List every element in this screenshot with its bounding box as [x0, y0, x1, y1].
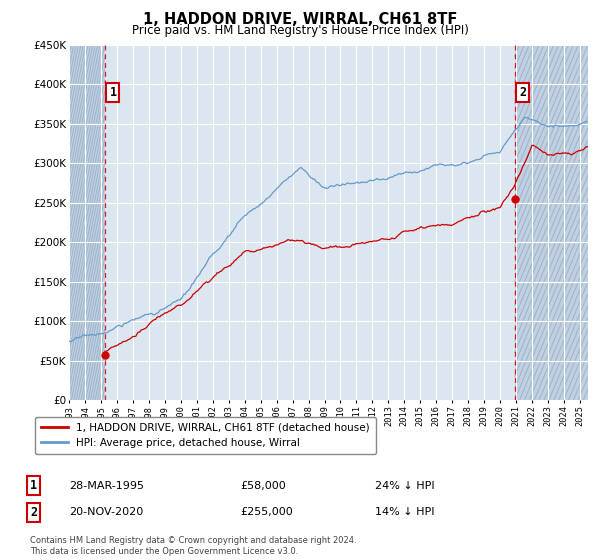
Text: 2: 2	[520, 86, 526, 99]
Text: 1, HADDON DRIVE, WIRRAL, CH61 8TF: 1, HADDON DRIVE, WIRRAL, CH61 8TF	[143, 12, 457, 27]
Text: 2: 2	[30, 506, 37, 519]
Text: Contains HM Land Registry data © Crown copyright and database right 2024.
This d: Contains HM Land Registry data © Crown c…	[30, 536, 356, 556]
Text: 1: 1	[109, 86, 116, 99]
Text: £58,000: £58,000	[240, 480, 286, 491]
Text: 1: 1	[30, 479, 37, 492]
Text: £255,000: £255,000	[240, 507, 293, 517]
Text: 28-MAR-1995: 28-MAR-1995	[69, 480, 144, 491]
Text: Price paid vs. HM Land Registry's House Price Index (HPI): Price paid vs. HM Land Registry's House …	[131, 24, 469, 36]
Text: 24% ↓ HPI: 24% ↓ HPI	[375, 480, 434, 491]
Legend: 1, HADDON DRIVE, WIRRAL, CH61 8TF (detached house), HPI: Average price, detached: 1, HADDON DRIVE, WIRRAL, CH61 8TF (detac…	[35, 417, 376, 454]
Text: 20-NOV-2020: 20-NOV-2020	[69, 507, 143, 517]
Text: 14% ↓ HPI: 14% ↓ HPI	[375, 507, 434, 517]
